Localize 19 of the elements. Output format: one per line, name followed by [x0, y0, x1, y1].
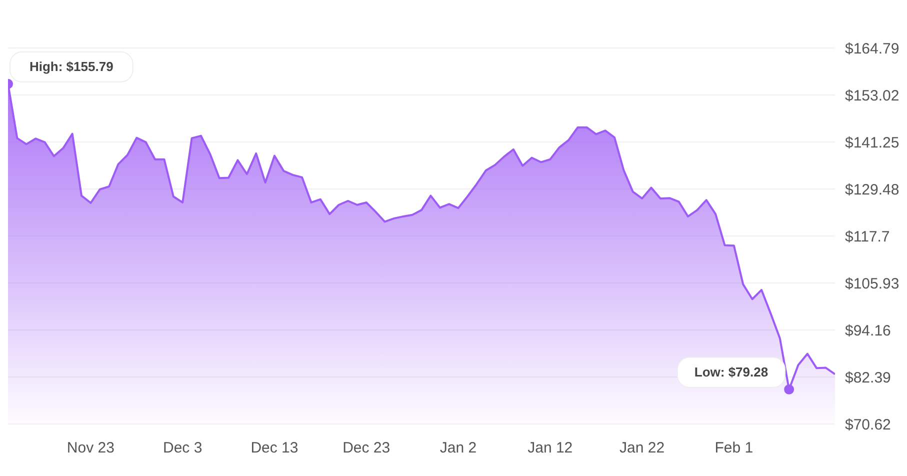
y-tick-label: $117.7 [845, 228, 890, 246]
x-tick-label: Dec 13 [250, 440, 298, 457]
x-tick-label: Nov 23 [66, 440, 114, 457]
y-tick-label: $141.25 [845, 134, 900, 152]
x-tick-label: Dec 3 [162, 440, 202, 457]
x-tick-label: Jan 12 [528, 440, 573, 457]
y-tick-label: $70.62 [845, 416, 891, 434]
y-tick-label: $129.48 [845, 181, 900, 198]
x-tick-label: Feb 1 [714, 440, 754, 457]
y-tick-label: $105.93 [845, 275, 900, 292]
y-tick-label: $153.02 [845, 87, 900, 104]
y-tick-label: $164.79 [845, 40, 900, 58]
y-tick-label: $94.16 [845, 322, 891, 340]
x-tick-label: Jan 22 [620, 440, 665, 457]
annotation: Low: $79.28 [694, 364, 768, 380]
annotation: High: $155.79 [29, 58, 114, 74]
x-tick-label: Jan 2 [440, 440, 477, 457]
x-tick-label: Dec 23 [342, 440, 390, 457]
y-tick-label: $82.39 [845, 369, 891, 386]
